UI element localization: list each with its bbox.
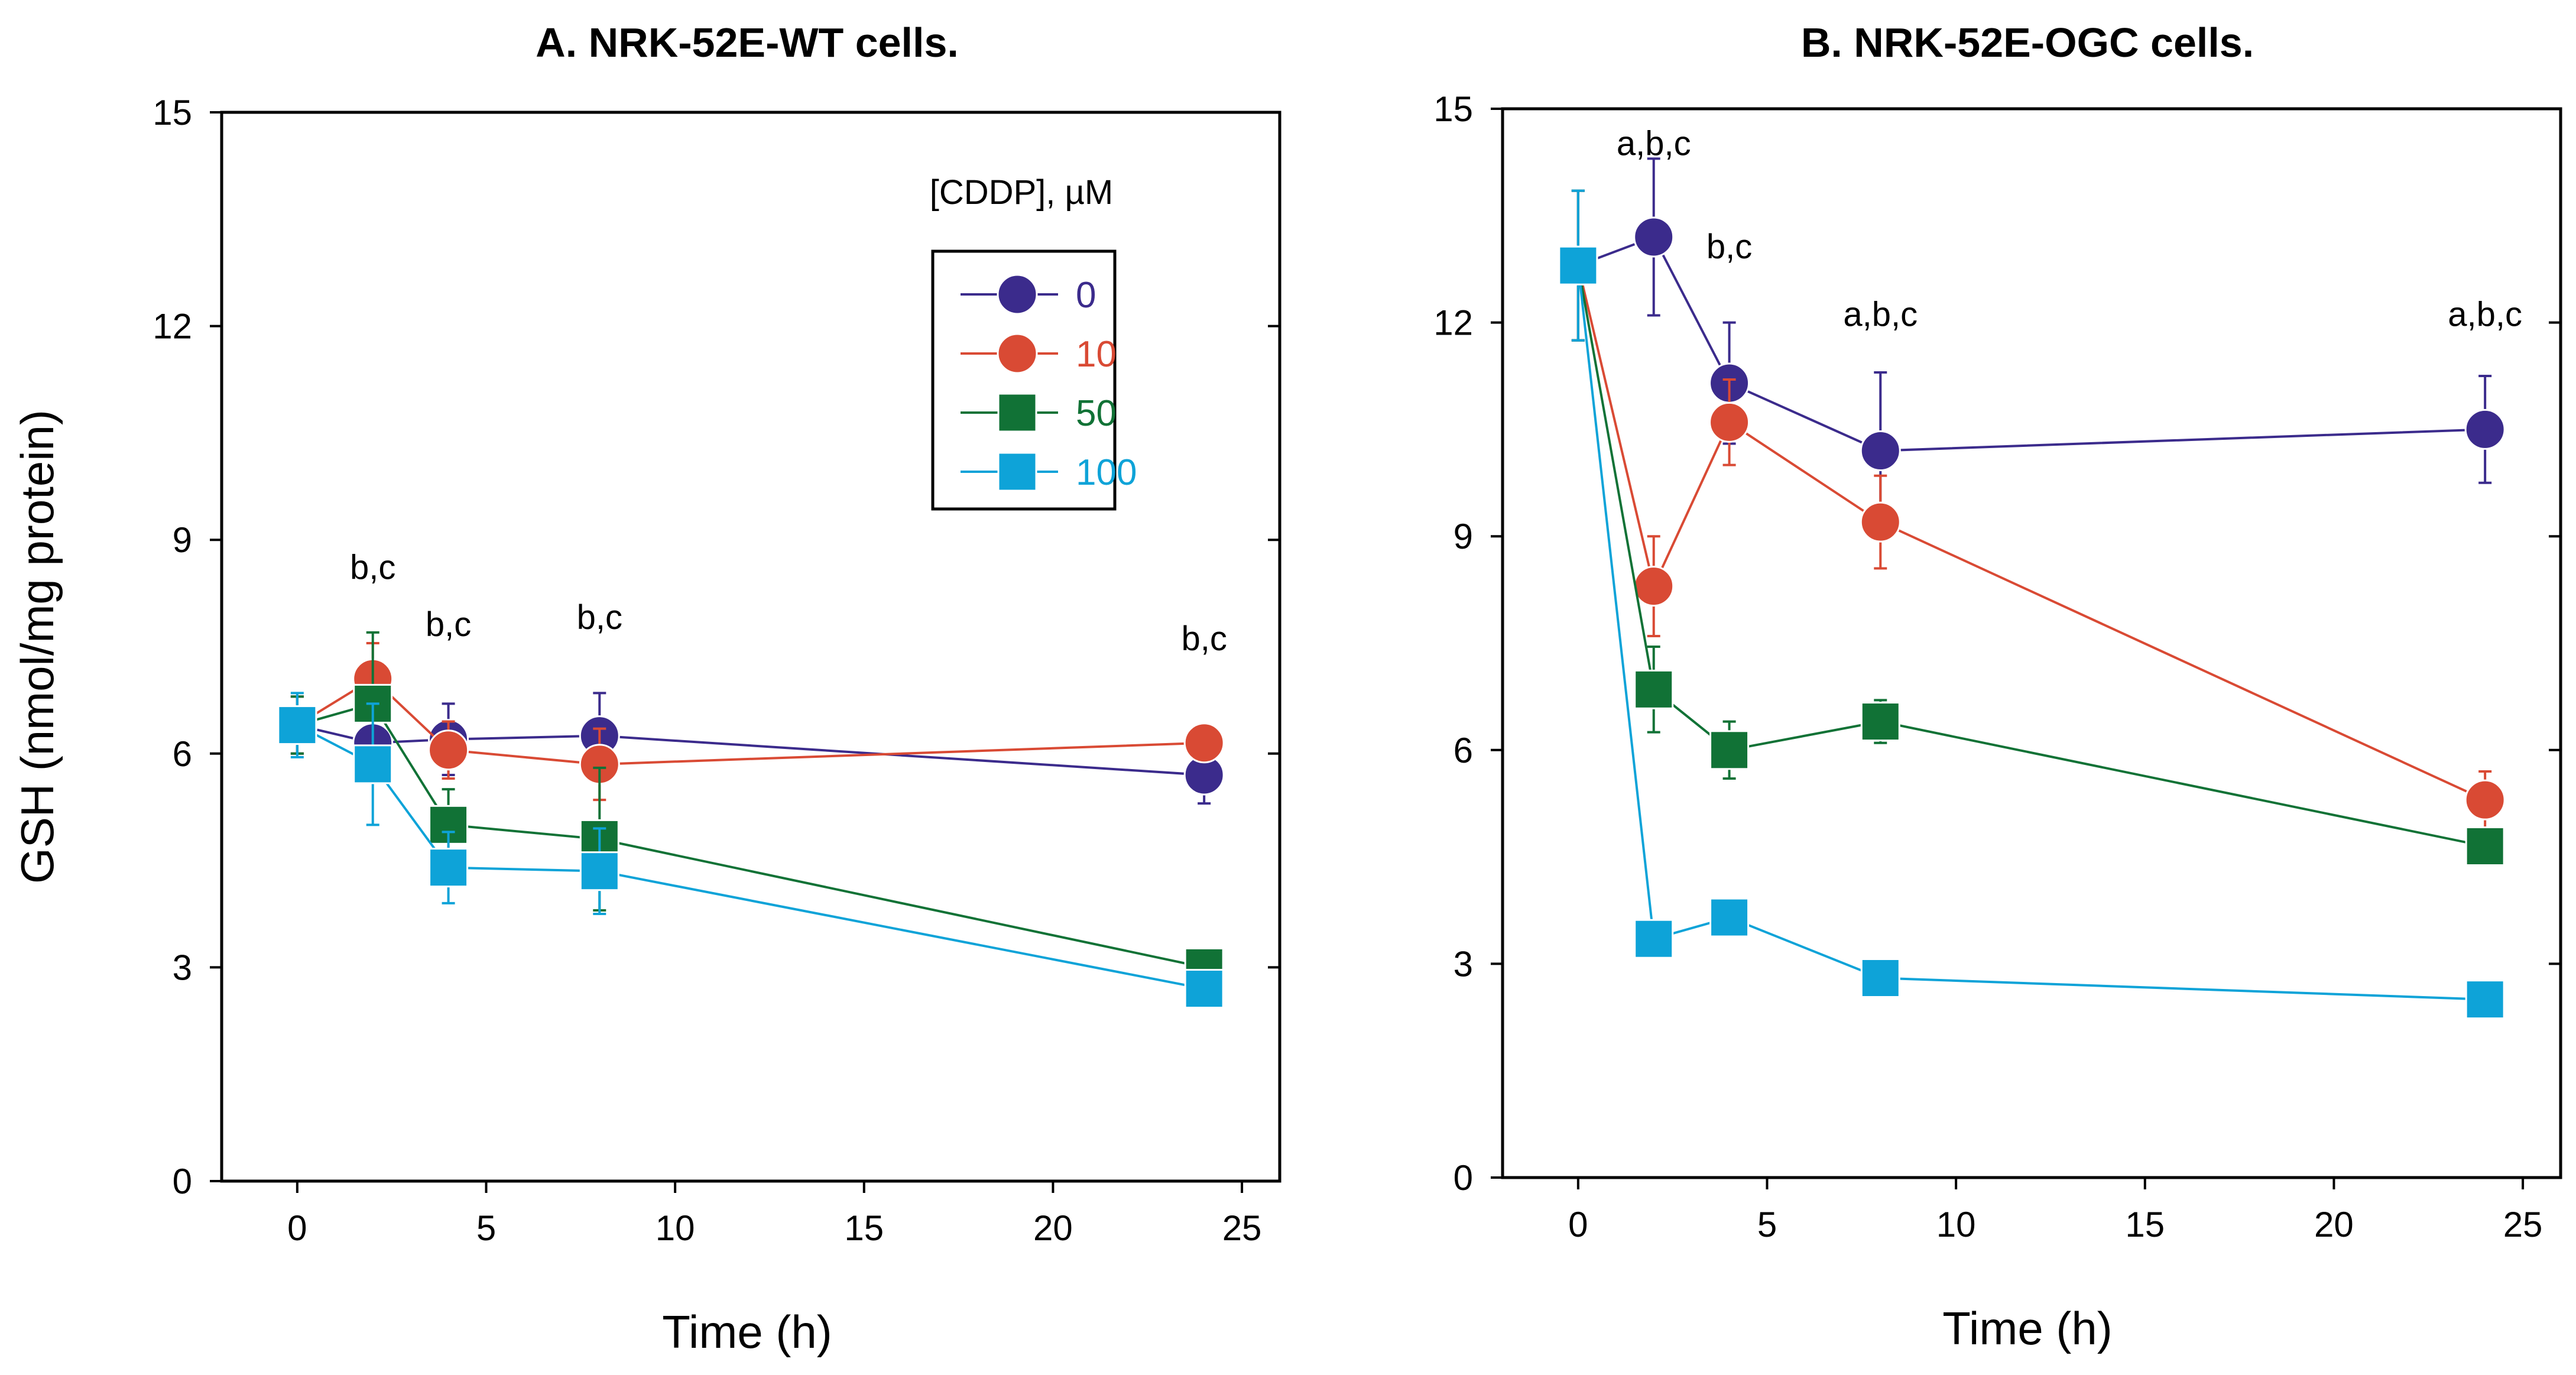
annotation-a-3: b,c [1181,620,1227,658]
legend-entry-10: 10 [961,333,1117,375]
annotation-b-2: a,b,c [1843,296,1918,334]
panel-b-annotations: a,b,c b,c a,b,c a,b,c [1617,124,2522,333]
annotation-a-0: b,c [350,548,395,586]
x-tick-label-a-0: 0 [287,1208,307,1248]
panel-b-frame [1501,107,2562,1179]
x-tick-label-b-10: 10 [1936,1205,1976,1244]
x-tick-label-a-20: 20 [1033,1208,1073,1248]
series-b-100 [1558,189,2505,1020]
y-tick-label-a-0: 0 [173,1162,192,1201]
legend-entry-0: 0 [961,274,1096,316]
x-tick-label-b-20: 20 [2314,1205,2354,1244]
point-b-100-8 [1860,958,1900,998]
panel-b: B. NRK-52E-OGC cells. 0 5 10 15 20 25 0 3 6 9 12 15… [1433,20,2562,1354]
x-tick-label-b-15: 15 [2125,1205,2165,1244]
annotation-a-2: b,c [577,598,622,637]
point-b-50-2 [1634,669,1674,709]
point-a-100-4 [429,848,469,888]
point-b-0-8 [1860,430,1901,472]
y-tick-label-b-15: 15 [1433,89,1473,129]
panel-a-ticks: 0 5 10 15 20 25 0 3 6 9 12 15 [153,93,1280,1248]
point-b-100-4 [1709,897,1750,938]
x-tick-label-b-25: 25 [2503,1205,2543,1244]
point-a-100-2 [353,744,393,784]
point-a-100-0 [277,705,317,745]
y-tick-label-b-3: 3 [1454,944,1473,984]
x-tick-label-b-0: 0 [1568,1205,1588,1244]
legend-label-0: 0 [1076,275,1096,316]
annotation-b-3: a,b,c [2448,296,2522,334]
legend-entries: 0 10 50 100 [961,274,1137,493]
point-b-0-2 [1633,216,1675,258]
legend-marker-50 [997,393,1037,433]
point-b-50-4 [1709,730,1750,770]
legend: [CDDP], µM 0 10 50 100 [930,173,1137,511]
panel-a-x-axis-title: Time (h) [662,1306,832,1358]
annotation-a-1: b,c [426,605,471,644]
legend-marker-10 [997,333,1038,374]
x-tick-label-a-15: 15 [844,1208,884,1248]
x-tick-label-a-5: 5 [476,1208,496,1248]
y-tick-label-b-0: 0 [1454,1158,1473,1198]
x-tick-label-a-25: 25 [1222,1208,1262,1248]
x-tick-label-a-10: 10 [656,1208,695,1248]
y-tick-label-a-12: 12 [153,307,192,346]
legend-label-10: 10 [1076,334,1117,375]
panel-b-series [1558,157,2506,1020]
y-tick-label-a-15: 15 [153,93,192,132]
x-tick-label-b-5: 5 [1757,1205,1777,1244]
point-a-100-24 [1184,969,1224,1009]
panel-b-ticks: 0 5 10 15 20 25 0 3 6 9 12 15 [1433,89,2561,1244]
panel-a-frame [220,111,1281,1183]
legend-entry-50: 50 [961,393,1117,434]
y-tick-label-b-6: 6 [1454,731,1473,770]
annotation-b-0: a,b,c [1617,124,1691,163]
point-b-100-2 [1634,919,1674,959]
point-b-10-2 [1633,566,1675,607]
y-tick-label-a-6: 6 [173,734,192,774]
panel-a-annotations: b,c b,c b,c b,c [350,548,1227,658]
point-b-10-8 [1860,501,1901,543]
legend-marker-0 [997,274,1038,315]
legend-title: [CDDP], µM [930,173,1114,212]
y-tick-label-a-3: 3 [173,948,192,987]
point-b-100-0 [1558,245,1598,286]
legend-label-50: 50 [1076,393,1117,434]
legend-label-100: 100 [1076,452,1137,493]
panel-b-title: B. NRK-52E-OGC cells. [1801,20,2254,66]
point-b-10-24 [2464,779,2506,821]
y-tick-label-b-9: 9 [1454,517,1473,556]
panel-a-title: A. NRK-52E-WT cells. [536,20,959,66]
y-tick-label-a-9: 9 [173,520,192,560]
y-axis-title: GSH (nmol/mg protein) [11,410,63,884]
point-b-50-8 [1860,702,1900,742]
point-b-10-4 [1709,401,1750,443]
point-b-100-24 [2465,980,2505,1020]
series-a-100 [277,692,1224,1009]
y-tick-label-b-12: 12 [1433,303,1473,343]
annotation-b-1: b,c [1706,228,1752,266]
point-a-100-8 [579,851,619,891]
point-a-10-4 [428,729,469,771]
panel-a-series [277,631,1225,1009]
panel-a: A. NRK-52E-WT cells. 0 5 10 15 20 2503691215 … [11,20,1281,1358]
legend-marker-100 [997,452,1037,492]
legend-entry-100: 100 [961,452,1137,493]
point-b-0-24 [2464,408,2506,450]
point-b-50-24 [2465,826,2505,867]
panel-b-x-axis-title: Time (h) [1942,1302,2112,1354]
point-a-10-24 [1183,722,1225,764]
